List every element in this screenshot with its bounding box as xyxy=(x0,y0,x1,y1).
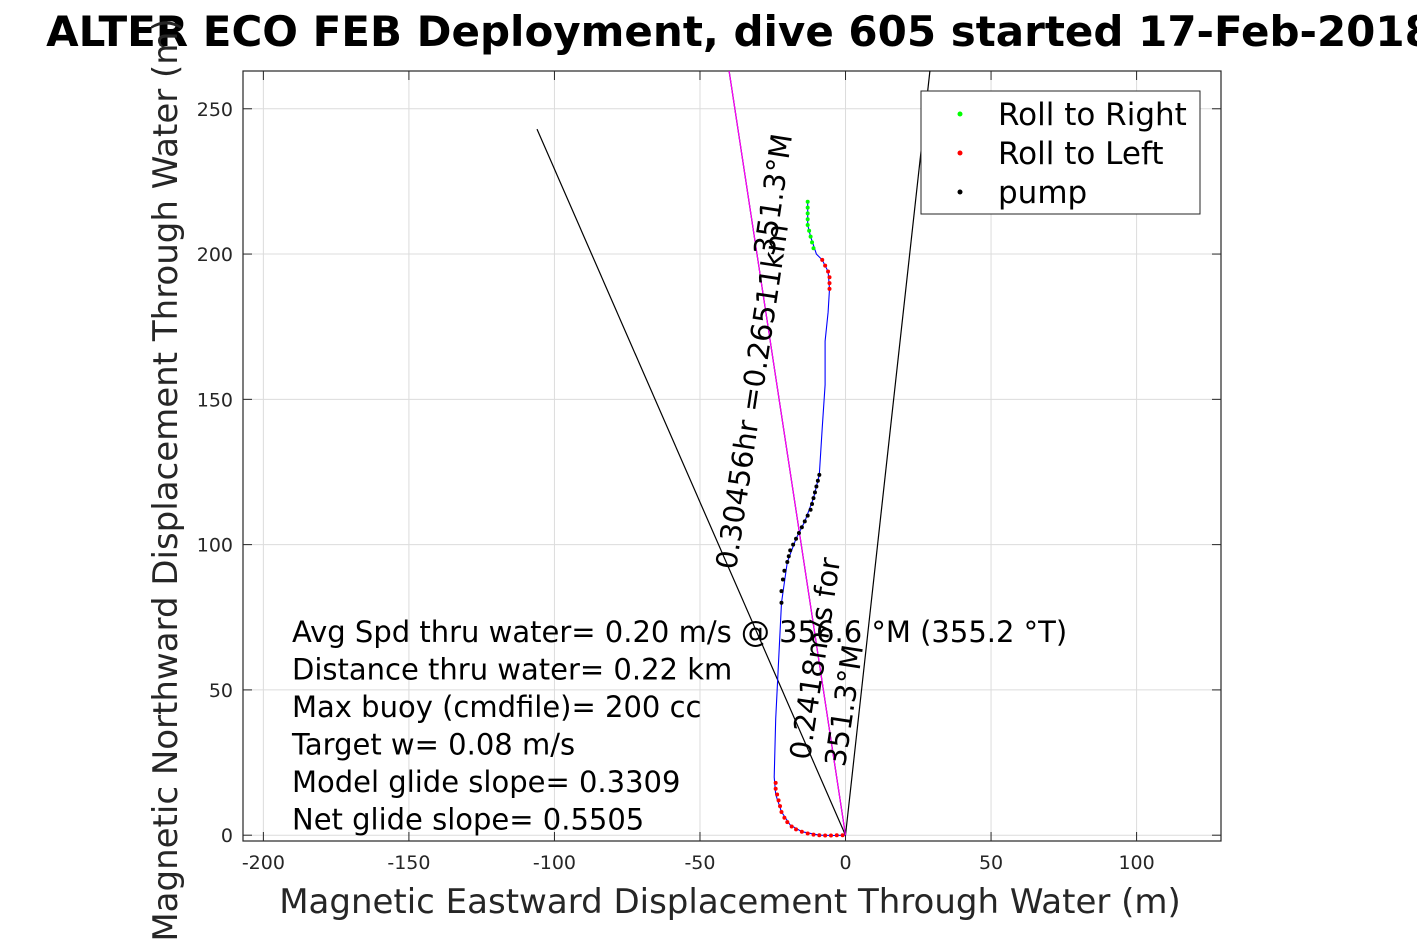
data-point xyxy=(802,519,807,524)
x-tick-label: 100 xyxy=(1118,852,1154,874)
data-point xyxy=(826,269,831,274)
annotation-upper-1: 0.30456hr =0.26511km xyxy=(709,222,795,572)
data-point xyxy=(779,809,784,814)
data-point xyxy=(775,792,780,797)
data-point xyxy=(805,513,810,518)
data-point xyxy=(805,199,810,204)
x-axis-label: Magnetic Eastward Displacement Through W… xyxy=(279,882,1181,922)
x-tick-label: 50 xyxy=(979,852,1003,874)
series-markers xyxy=(773,199,845,838)
legend-marker xyxy=(957,111,963,117)
data-point xyxy=(810,240,815,245)
data-point xyxy=(805,205,810,210)
data-point xyxy=(812,490,817,495)
data-point xyxy=(805,211,810,216)
data-point xyxy=(815,478,820,483)
stats-text: Avg Spd thru water= 0.20 m/s @ 356.6 °M … xyxy=(291,615,1067,837)
bearing-line xyxy=(844,70,931,836)
x-tick-label: -200 xyxy=(242,852,285,874)
data-point xyxy=(808,234,813,239)
stats-line: Model glide slope= 0.3309 xyxy=(292,765,680,799)
y-tick-label: 200 xyxy=(197,244,233,266)
legend-label: Roll to Right xyxy=(998,97,1187,133)
data-point xyxy=(808,507,813,512)
x-tick-label: -100 xyxy=(533,852,576,874)
y-tick-label: 50 xyxy=(209,680,233,702)
data-point xyxy=(794,536,799,541)
legend-label: Roll to Left xyxy=(998,136,1164,172)
y-axis-label: Magnetic Northward Displacement Through … xyxy=(146,18,186,941)
data-point xyxy=(778,804,783,809)
data-point xyxy=(811,246,816,251)
data-point xyxy=(791,542,796,547)
x-tick-label: -150 xyxy=(387,852,430,874)
stats-line: Avg Spd thru water= 0.20 m/s @ 356.6 °M … xyxy=(292,615,1067,649)
data-point xyxy=(785,820,790,825)
x-tick-label: 0 xyxy=(839,852,851,874)
data-point xyxy=(817,833,822,838)
data-point xyxy=(773,780,778,785)
data-point xyxy=(828,833,833,838)
data-point xyxy=(779,600,784,605)
data-point xyxy=(782,815,787,820)
data-point xyxy=(827,281,832,286)
data-point xyxy=(805,831,810,836)
y-tick-label: 100 xyxy=(197,535,233,557)
plot-area xyxy=(242,70,1222,842)
data-point xyxy=(788,548,793,553)
data-point xyxy=(782,568,787,573)
legend-label: pump xyxy=(998,175,1087,211)
legend-marker xyxy=(957,150,963,156)
data-point xyxy=(807,228,812,233)
y-tick-label: 0 xyxy=(221,825,233,847)
x-axis: -200 -150 -100 -50 0 50 100 xyxy=(242,71,1155,874)
y-tick-label: 250 xyxy=(197,99,233,121)
data-point xyxy=(827,275,832,280)
data-point xyxy=(776,798,781,803)
y-tick-label: 150 xyxy=(197,389,233,411)
data-point xyxy=(799,525,804,530)
data-point xyxy=(805,217,810,222)
data-point xyxy=(785,560,790,565)
chart-title: ALTER ECO FEB Deployment, dive 605 start… xyxy=(46,7,1417,56)
data-point xyxy=(789,824,794,829)
data-point xyxy=(799,829,804,834)
data-point xyxy=(814,484,819,489)
data-point xyxy=(823,263,828,268)
data-point xyxy=(773,786,778,791)
bearing-line xyxy=(536,128,847,836)
data-point xyxy=(796,531,801,535)
data-point xyxy=(840,833,845,838)
data-point xyxy=(817,472,822,477)
data-point xyxy=(820,257,825,262)
stats-line: Max buoy (cmdfile)= 200 cc xyxy=(292,690,701,724)
legend-marker xyxy=(957,189,963,195)
data-point xyxy=(786,554,791,559)
data-point xyxy=(827,286,832,291)
y-axis: 0 50 100 150 200 250 xyxy=(197,99,1221,847)
data-point xyxy=(805,223,810,227)
bearing-line xyxy=(728,70,847,836)
data-point xyxy=(794,827,799,832)
stats-line: Net glide slope= 0.5505 xyxy=(292,803,644,837)
data-point xyxy=(810,501,815,506)
legend-box xyxy=(920,90,1201,215)
reference-lines xyxy=(536,70,931,836)
stats-line: Target w= 0.08 m/s xyxy=(291,728,575,762)
data-point xyxy=(823,833,828,838)
data-point xyxy=(834,833,839,838)
data-point xyxy=(780,577,785,582)
data-point xyxy=(811,496,816,501)
x-tick-label: -50 xyxy=(684,852,715,874)
data-point xyxy=(811,832,816,837)
stats-line: Distance thru water= 0.22 km xyxy=(292,653,732,687)
data-point xyxy=(779,589,784,594)
